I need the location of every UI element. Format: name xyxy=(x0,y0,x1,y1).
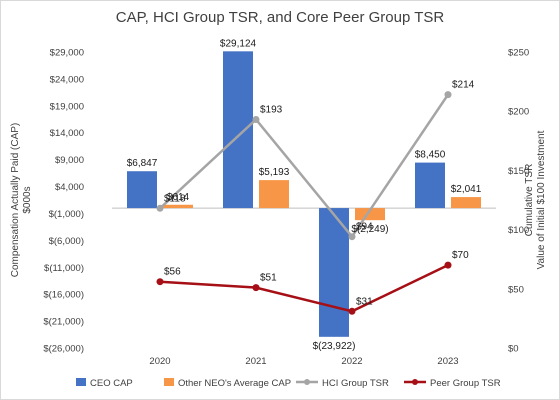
legend-hci-tsr-label: HCI Group TSR xyxy=(322,378,389,389)
lines xyxy=(156,91,452,315)
neo-cap-bar xyxy=(163,204,193,209)
peer-tsr-label: $31 xyxy=(356,296,373,307)
hci-tsr-line xyxy=(159,93,450,239)
left-axis-tick-label: $(11,000) xyxy=(44,263,84,274)
legend-hci-tsr-marker xyxy=(304,379,310,385)
hci-tsr-point xyxy=(156,204,164,212)
left-axis-tick-label: $(26,000) xyxy=(43,344,84,355)
left-axis-label: Compensation Actually Paid (CAP) $000s xyxy=(10,123,33,278)
bars xyxy=(127,51,481,337)
hci-tsr-point xyxy=(444,91,452,99)
neo-cap-label: $5,193 xyxy=(259,167,290,178)
right-axis-label: Cumulative TSR Value of Initial $100 Inv… xyxy=(524,130,547,269)
neo-cap-label: $614 xyxy=(167,192,190,203)
ceo-cap-label: $29,124 xyxy=(220,38,257,49)
right-axis-label-line-1: Cumulative TSR xyxy=(524,164,535,237)
left-axis-label-line-2: $000s xyxy=(22,186,33,213)
left-axis-label-line-1: Compensation Actually Paid (CAP) xyxy=(10,123,21,278)
hci-tsr-point xyxy=(252,115,260,123)
hci-tsr-label: $118 xyxy=(164,193,186,204)
x-axis-tick-label: 2021 xyxy=(245,356,266,367)
legend: CEO CAP Other NEO's Average CAP HCI Group … xyxy=(76,378,501,389)
ceo-cap-bar xyxy=(415,162,445,209)
right-axis-tick-label: $0 xyxy=(508,344,519,355)
peer-tsr-point xyxy=(156,278,164,286)
hci-tsr-label: $214 xyxy=(452,80,475,91)
legend-peer-tsr-label: Peer Group TSR xyxy=(430,378,501,389)
peer-tsr-label: $70 xyxy=(452,250,469,261)
ceo-cap-label: $(23,922) xyxy=(313,341,356,352)
legend-peer-tsr-marker xyxy=(412,379,418,385)
ceo-cap-label: $6,847 xyxy=(127,158,158,169)
right-axis-tick-label: $100 xyxy=(508,225,529,236)
right-axis-tick-label: $200 xyxy=(508,107,529,118)
left-axis-tick-label: $24,000 xyxy=(50,74,84,85)
x-axis-tick-label: 2023 xyxy=(437,356,458,367)
neo-cap-bar xyxy=(451,197,481,209)
peer-tsr-line xyxy=(159,263,449,313)
right-axis-ticks: $250 $200 $150 $100 $50 $0 xyxy=(508,48,529,355)
ceo-cap-bar xyxy=(319,208,349,337)
neo-cap-bar xyxy=(259,180,289,209)
x-axis-tick-label: 2022 xyxy=(341,356,362,367)
legend-neo-cap-label: Other NEO's Average CAP xyxy=(178,378,291,389)
left-axis-tick-label: $(6,000) xyxy=(49,236,84,247)
neo-cap-label: $2,041 xyxy=(451,184,482,195)
ceo-cap-label: $8,450 xyxy=(415,150,446,161)
right-axis-tick-label: $150 xyxy=(508,166,529,177)
left-axis-tick-label: $19,000 xyxy=(50,101,84,112)
left-axis-tick-label: $(21,000) xyxy=(43,317,84,328)
left-axis-tick-label: $(1,000) xyxy=(49,209,84,220)
right-axis-label-line-2: Value of Initial $100 Investment xyxy=(536,130,547,269)
left-axis-tick-label: $4,000 xyxy=(55,182,84,193)
left-axis-tick-label: $14,000 xyxy=(50,128,84,139)
legend-neo-cap-swatch xyxy=(164,378,174,386)
peer-tsr-label: $56 xyxy=(164,267,181,278)
neo-cap-bar xyxy=(355,208,385,221)
left-axis-tick-label: $9,000 xyxy=(55,155,84,166)
left-axis-ticks: $29,000 $24,000 $19,000 $14,000 $9,000 $4,000… xyxy=(43,48,84,355)
hci-tsr-label: $193 xyxy=(260,104,283,115)
right-axis-tick-label: $50 xyxy=(508,284,524,295)
left-axis-tick-label: $29,000 xyxy=(50,48,84,59)
hci-tsr-point xyxy=(348,233,356,241)
data-labels: $6,847 $29,124 $(23,922) $8,450 $614 $5,193 $(… xyxy=(127,38,482,351)
neo-cap-label: $(2,249) xyxy=(351,224,388,235)
x-axis-tick-label: 2020 xyxy=(149,356,170,367)
left-axis-tick-label: $(16,000) xyxy=(43,290,84,301)
peer-tsr-point xyxy=(348,307,356,315)
legend-ceo-cap-label: CEO CAP xyxy=(90,378,133,389)
chart-title: CAP, HCI Group TSR, and Core Peer Group … xyxy=(116,9,445,26)
ceo-cap-bar xyxy=(127,171,157,209)
x-axis-ticks: 2020 2021 2022 2023 xyxy=(149,356,458,367)
right-axis-tick-label: $250 xyxy=(508,48,529,59)
legend-ceo-cap-swatch xyxy=(76,378,86,386)
ceo-cap-bar xyxy=(223,51,253,209)
peer-tsr-point xyxy=(444,261,452,269)
peer-tsr-label: $51 xyxy=(260,273,277,284)
hci-tsr-label: $94 xyxy=(356,222,373,233)
peer-tsr-point xyxy=(252,284,260,292)
